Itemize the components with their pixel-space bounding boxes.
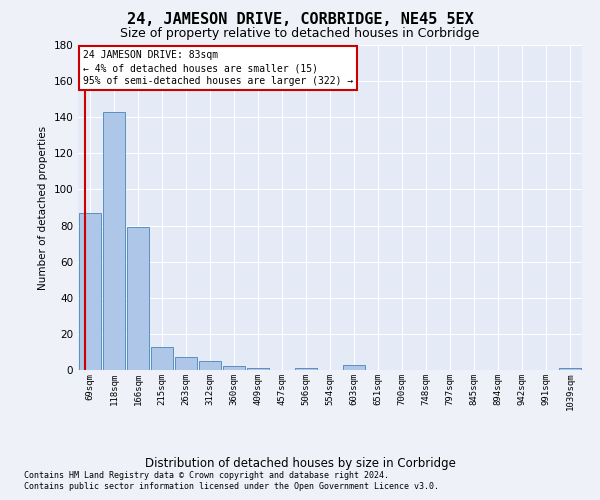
Text: 24 JAMESON DRIVE: 83sqm
← 4% of detached houses are smaller (15)
95% of semi-det: 24 JAMESON DRIVE: 83sqm ← 4% of detached… xyxy=(83,50,353,86)
Text: Contains HM Land Registry data © Crown copyright and database right 2024.: Contains HM Land Registry data © Crown c… xyxy=(24,470,389,480)
Y-axis label: Number of detached properties: Number of detached properties xyxy=(38,126,48,290)
Text: Distribution of detached houses by size in Corbridge: Distribution of detached houses by size … xyxy=(145,458,455,470)
Bar xyxy=(343,364,365,370)
Bar xyxy=(127,228,149,370)
Text: Size of property relative to detached houses in Corbridge: Size of property relative to detached ho… xyxy=(121,28,479,40)
Bar xyxy=(199,361,221,370)
Text: Contains public sector information licensed under the Open Government Licence v3: Contains public sector information licen… xyxy=(24,482,439,491)
Bar xyxy=(151,346,173,370)
Bar xyxy=(247,368,269,370)
Bar xyxy=(79,213,101,370)
Bar xyxy=(175,358,197,370)
Bar xyxy=(295,368,317,370)
Bar xyxy=(559,368,581,370)
Bar xyxy=(223,366,245,370)
Bar xyxy=(103,112,125,370)
Text: 24, JAMESON DRIVE, CORBRIDGE, NE45 5EX: 24, JAMESON DRIVE, CORBRIDGE, NE45 5EX xyxy=(127,12,473,28)
